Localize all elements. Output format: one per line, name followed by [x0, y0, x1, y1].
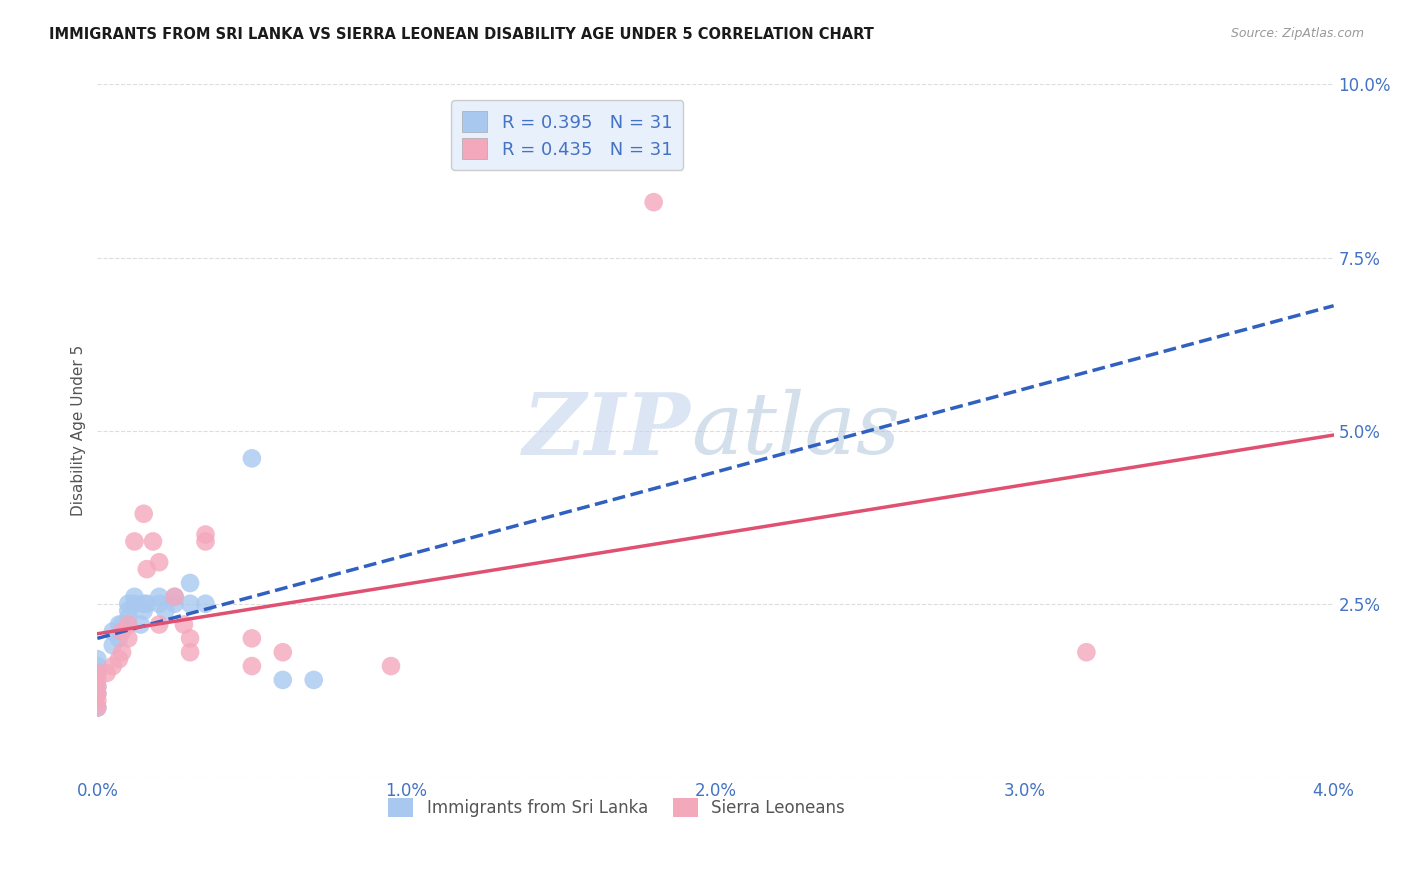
Point	[643, 195, 665, 210]
Point	[96, 665, 118, 680]
Point	[124, 597, 146, 611]
Point	[108, 652, 131, 666]
Text: Source: ZipAtlas.com: Source: ZipAtlas.com	[1230, 27, 1364, 40]
Text: IMMIGRANTS FROM SRI LANKA VS SIERRA LEONEAN DISABILITY AGE UNDER 5 CORRELATION C: IMMIGRANTS FROM SRI LANKA VS SIERRA LEON…	[49, 27, 875, 42]
Point	[132, 604, 155, 618]
Point	[117, 597, 139, 611]
Point	[148, 597, 170, 611]
Point	[86, 700, 108, 714]
Point	[148, 555, 170, 569]
Point	[194, 527, 217, 541]
Point	[86, 700, 108, 714]
Point	[194, 534, 217, 549]
Point	[163, 597, 186, 611]
Point	[117, 604, 139, 618]
Point	[271, 673, 294, 687]
Point	[1076, 645, 1098, 659]
Point	[86, 673, 108, 687]
Point	[86, 665, 108, 680]
Text: ZIP: ZIP	[523, 389, 690, 473]
Point	[117, 610, 139, 624]
Point	[86, 680, 108, 694]
Point	[179, 645, 201, 659]
Point	[132, 597, 155, 611]
Point	[111, 624, 134, 639]
Point	[135, 562, 157, 576]
Point	[302, 673, 325, 687]
Point	[271, 645, 294, 659]
Point	[108, 617, 131, 632]
Point	[111, 645, 134, 659]
Point	[101, 624, 124, 639]
Point	[86, 687, 108, 701]
Point	[173, 617, 195, 632]
Point	[86, 694, 108, 708]
Point	[194, 597, 217, 611]
Point	[86, 665, 108, 680]
Point	[163, 590, 186, 604]
Point	[111, 617, 134, 632]
Point	[86, 680, 108, 694]
Legend: Immigrants from Sri Lanka, Sierra Leoneans: Immigrants from Sri Lanka, Sierra Leonea…	[381, 791, 852, 824]
Point	[132, 507, 155, 521]
Point	[117, 632, 139, 646]
Point	[117, 617, 139, 632]
Point	[101, 659, 124, 673]
Point	[179, 576, 201, 591]
Point	[101, 638, 124, 652]
Point	[179, 632, 201, 646]
Point	[86, 659, 108, 673]
Point	[86, 652, 108, 666]
Point	[124, 534, 146, 549]
Point	[163, 590, 186, 604]
Text: atlas: atlas	[690, 389, 900, 472]
Point	[240, 451, 263, 466]
Point	[148, 617, 170, 632]
Point	[142, 534, 165, 549]
Point	[148, 590, 170, 604]
Point	[108, 632, 131, 646]
Point	[179, 597, 201, 611]
Point	[380, 659, 402, 673]
Point	[124, 590, 146, 604]
Point	[240, 659, 263, 673]
Point	[86, 687, 108, 701]
Y-axis label: Disability Age Under 5: Disability Age Under 5	[72, 345, 86, 516]
Point	[240, 632, 263, 646]
Point	[129, 617, 152, 632]
Point	[135, 597, 157, 611]
Point	[155, 604, 177, 618]
